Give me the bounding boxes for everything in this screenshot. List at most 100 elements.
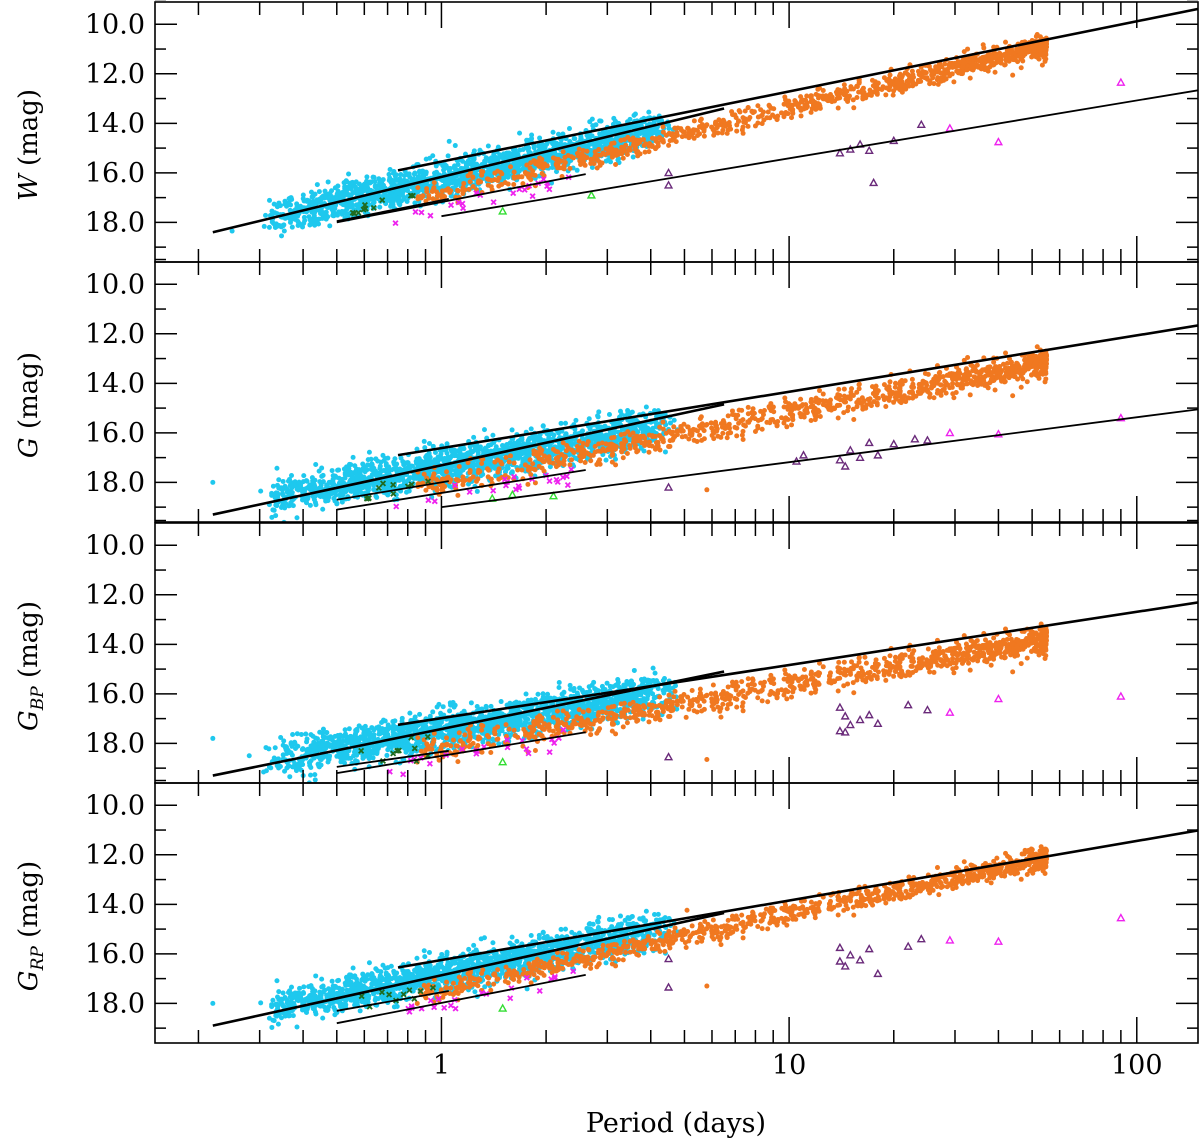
data-point xyxy=(991,44,997,50)
data-point xyxy=(798,113,804,119)
data-point xyxy=(618,137,624,143)
data-point xyxy=(444,469,450,475)
data-point xyxy=(490,199,497,206)
data-point xyxy=(312,201,318,207)
data-point xyxy=(361,181,367,187)
data-point xyxy=(513,150,519,156)
data-point xyxy=(698,116,704,122)
data-point xyxy=(377,463,383,469)
data-point xyxy=(686,134,692,140)
data-point xyxy=(426,450,432,456)
data-point xyxy=(511,181,517,187)
data-point xyxy=(553,161,559,167)
data-point xyxy=(540,176,547,183)
data-point xyxy=(314,182,320,188)
data-point xyxy=(711,436,717,442)
data-point xyxy=(917,72,923,78)
data-point xyxy=(300,196,306,202)
data-point xyxy=(541,468,547,474)
data-point xyxy=(697,432,703,438)
data-point xyxy=(511,174,517,180)
data-point xyxy=(427,183,433,189)
data-point xyxy=(380,177,386,183)
data-point xyxy=(666,142,672,148)
data-point xyxy=(943,70,949,76)
data-point xyxy=(493,444,499,450)
data-point xyxy=(659,137,665,143)
data-point xyxy=(325,214,331,220)
data-point xyxy=(892,76,898,82)
data-point xyxy=(691,135,697,141)
data-point xyxy=(291,482,297,488)
data-point xyxy=(595,152,601,158)
data-point xyxy=(266,197,272,203)
data-point xyxy=(534,434,540,440)
data-point xyxy=(556,131,562,137)
data-point xyxy=(288,500,294,506)
data-point xyxy=(300,487,306,493)
data-point xyxy=(474,488,480,494)
data-point xyxy=(526,174,532,180)
data-point xyxy=(1116,77,1126,86)
data-point xyxy=(387,175,393,181)
data-point xyxy=(409,192,416,199)
data-point xyxy=(316,221,322,227)
data-point xyxy=(325,493,331,499)
data-point xyxy=(345,466,351,472)
data-point xyxy=(854,84,860,90)
data-point xyxy=(271,507,277,513)
data-point xyxy=(429,188,435,194)
data-point xyxy=(304,500,310,506)
data-point xyxy=(719,130,725,136)
data-point xyxy=(625,147,631,153)
data-point xyxy=(295,218,301,224)
data-point xyxy=(563,420,569,426)
data-point xyxy=(482,445,488,451)
data-point xyxy=(466,161,472,167)
data-point xyxy=(510,190,517,197)
data-point xyxy=(519,437,525,443)
data-point xyxy=(584,148,590,154)
fit-line xyxy=(397,7,1198,172)
data-point xyxy=(737,109,743,115)
data-point xyxy=(307,217,313,223)
data-point xyxy=(470,184,476,190)
data-point xyxy=(603,158,609,164)
data-point xyxy=(495,144,501,150)
data-point xyxy=(537,135,543,141)
data-point xyxy=(561,163,567,169)
panel-data xyxy=(210,324,1198,522)
data-point xyxy=(993,137,1004,146)
data-point xyxy=(361,201,368,208)
data-point xyxy=(955,62,961,68)
data-point xyxy=(1026,47,1032,53)
data-point xyxy=(904,70,910,76)
data-point xyxy=(887,379,893,385)
data-point xyxy=(467,179,473,185)
data-point xyxy=(420,193,426,199)
data-point xyxy=(463,165,469,171)
data-point xyxy=(638,137,644,143)
data-point xyxy=(881,382,887,388)
data-point xyxy=(945,123,955,132)
data-point xyxy=(788,103,794,109)
data-point xyxy=(660,124,666,130)
data-point xyxy=(431,180,437,186)
data-point xyxy=(589,133,595,139)
data-point xyxy=(657,424,663,430)
data-point xyxy=(534,460,540,466)
data-point xyxy=(408,463,414,469)
data-point xyxy=(854,94,860,100)
data-point xyxy=(364,198,370,204)
data-point xyxy=(451,178,457,184)
data-point xyxy=(434,487,440,493)
data-point xyxy=(607,144,613,150)
data-point xyxy=(493,473,499,479)
data-point xyxy=(307,502,313,508)
data-point xyxy=(386,171,392,177)
data-point xyxy=(980,42,986,48)
data-point xyxy=(544,163,550,169)
data-point xyxy=(641,129,647,135)
data-point xyxy=(371,487,377,493)
data-point xyxy=(529,132,535,138)
